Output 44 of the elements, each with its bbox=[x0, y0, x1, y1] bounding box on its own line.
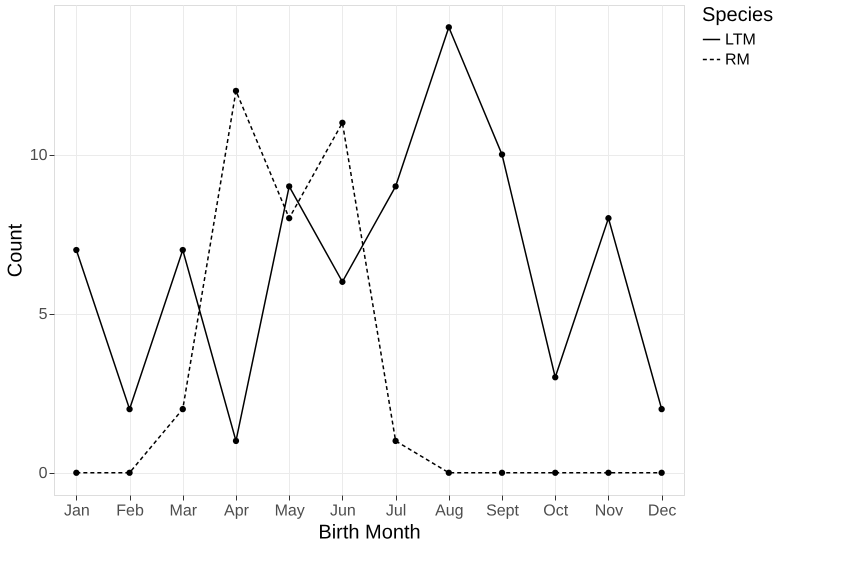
point bbox=[73, 470, 80, 476]
point bbox=[658, 470, 665, 476]
point bbox=[232, 438, 240, 444]
x-tick-label: Aug bbox=[435, 502, 464, 520]
y-axis-title: Count bbox=[4, 223, 27, 278]
point bbox=[339, 278, 346, 285]
point bbox=[126, 406, 133, 412]
x-tick-label: Jul bbox=[386, 502, 406, 520]
point bbox=[232, 88, 240, 94]
x-tick-label: Apr bbox=[224, 502, 250, 520]
x-tick-label: Nov bbox=[594, 502, 624, 520]
point bbox=[498, 470, 506, 476]
legend-label: RM bbox=[725, 52, 750, 68]
point bbox=[552, 470, 558, 476]
x-tick-label: Jan bbox=[64, 502, 90, 520]
point bbox=[392, 183, 399, 190]
point bbox=[605, 215, 612, 222]
legend-title: Species bbox=[702, 4, 774, 26]
y-tick-label: 10 bbox=[30, 147, 48, 164]
point bbox=[498, 151, 506, 158]
point bbox=[180, 246, 186, 254]
x-axis-title: Birth Month bbox=[318, 522, 421, 544]
y-tick-label: 0 bbox=[38, 465, 48, 482]
point bbox=[286, 215, 292, 222]
point bbox=[605, 470, 612, 476]
point bbox=[392, 438, 399, 444]
x-tick-label: Mar bbox=[169, 502, 198, 520]
point bbox=[126, 470, 133, 476]
point bbox=[446, 24, 452, 30]
point bbox=[339, 120, 346, 126]
point bbox=[446, 470, 452, 476]
x-tick-label: Oct bbox=[543, 502, 569, 520]
legend-label: LTM bbox=[725, 32, 756, 48]
point bbox=[552, 374, 558, 380]
x-tick-label: Sept bbox=[486, 502, 520, 520]
x-tick-label: May bbox=[274, 502, 305, 520]
point bbox=[286, 183, 292, 190]
y-tick-label: 5 bbox=[38, 306, 48, 324]
point bbox=[180, 406, 186, 412]
x-tick-label: Dec bbox=[648, 502, 676, 520]
point bbox=[658, 406, 665, 412]
point bbox=[73, 246, 80, 254]
x-tick-label: Jun bbox=[330, 502, 356, 520]
x-tick-label: Feb bbox=[116, 502, 144, 520]
